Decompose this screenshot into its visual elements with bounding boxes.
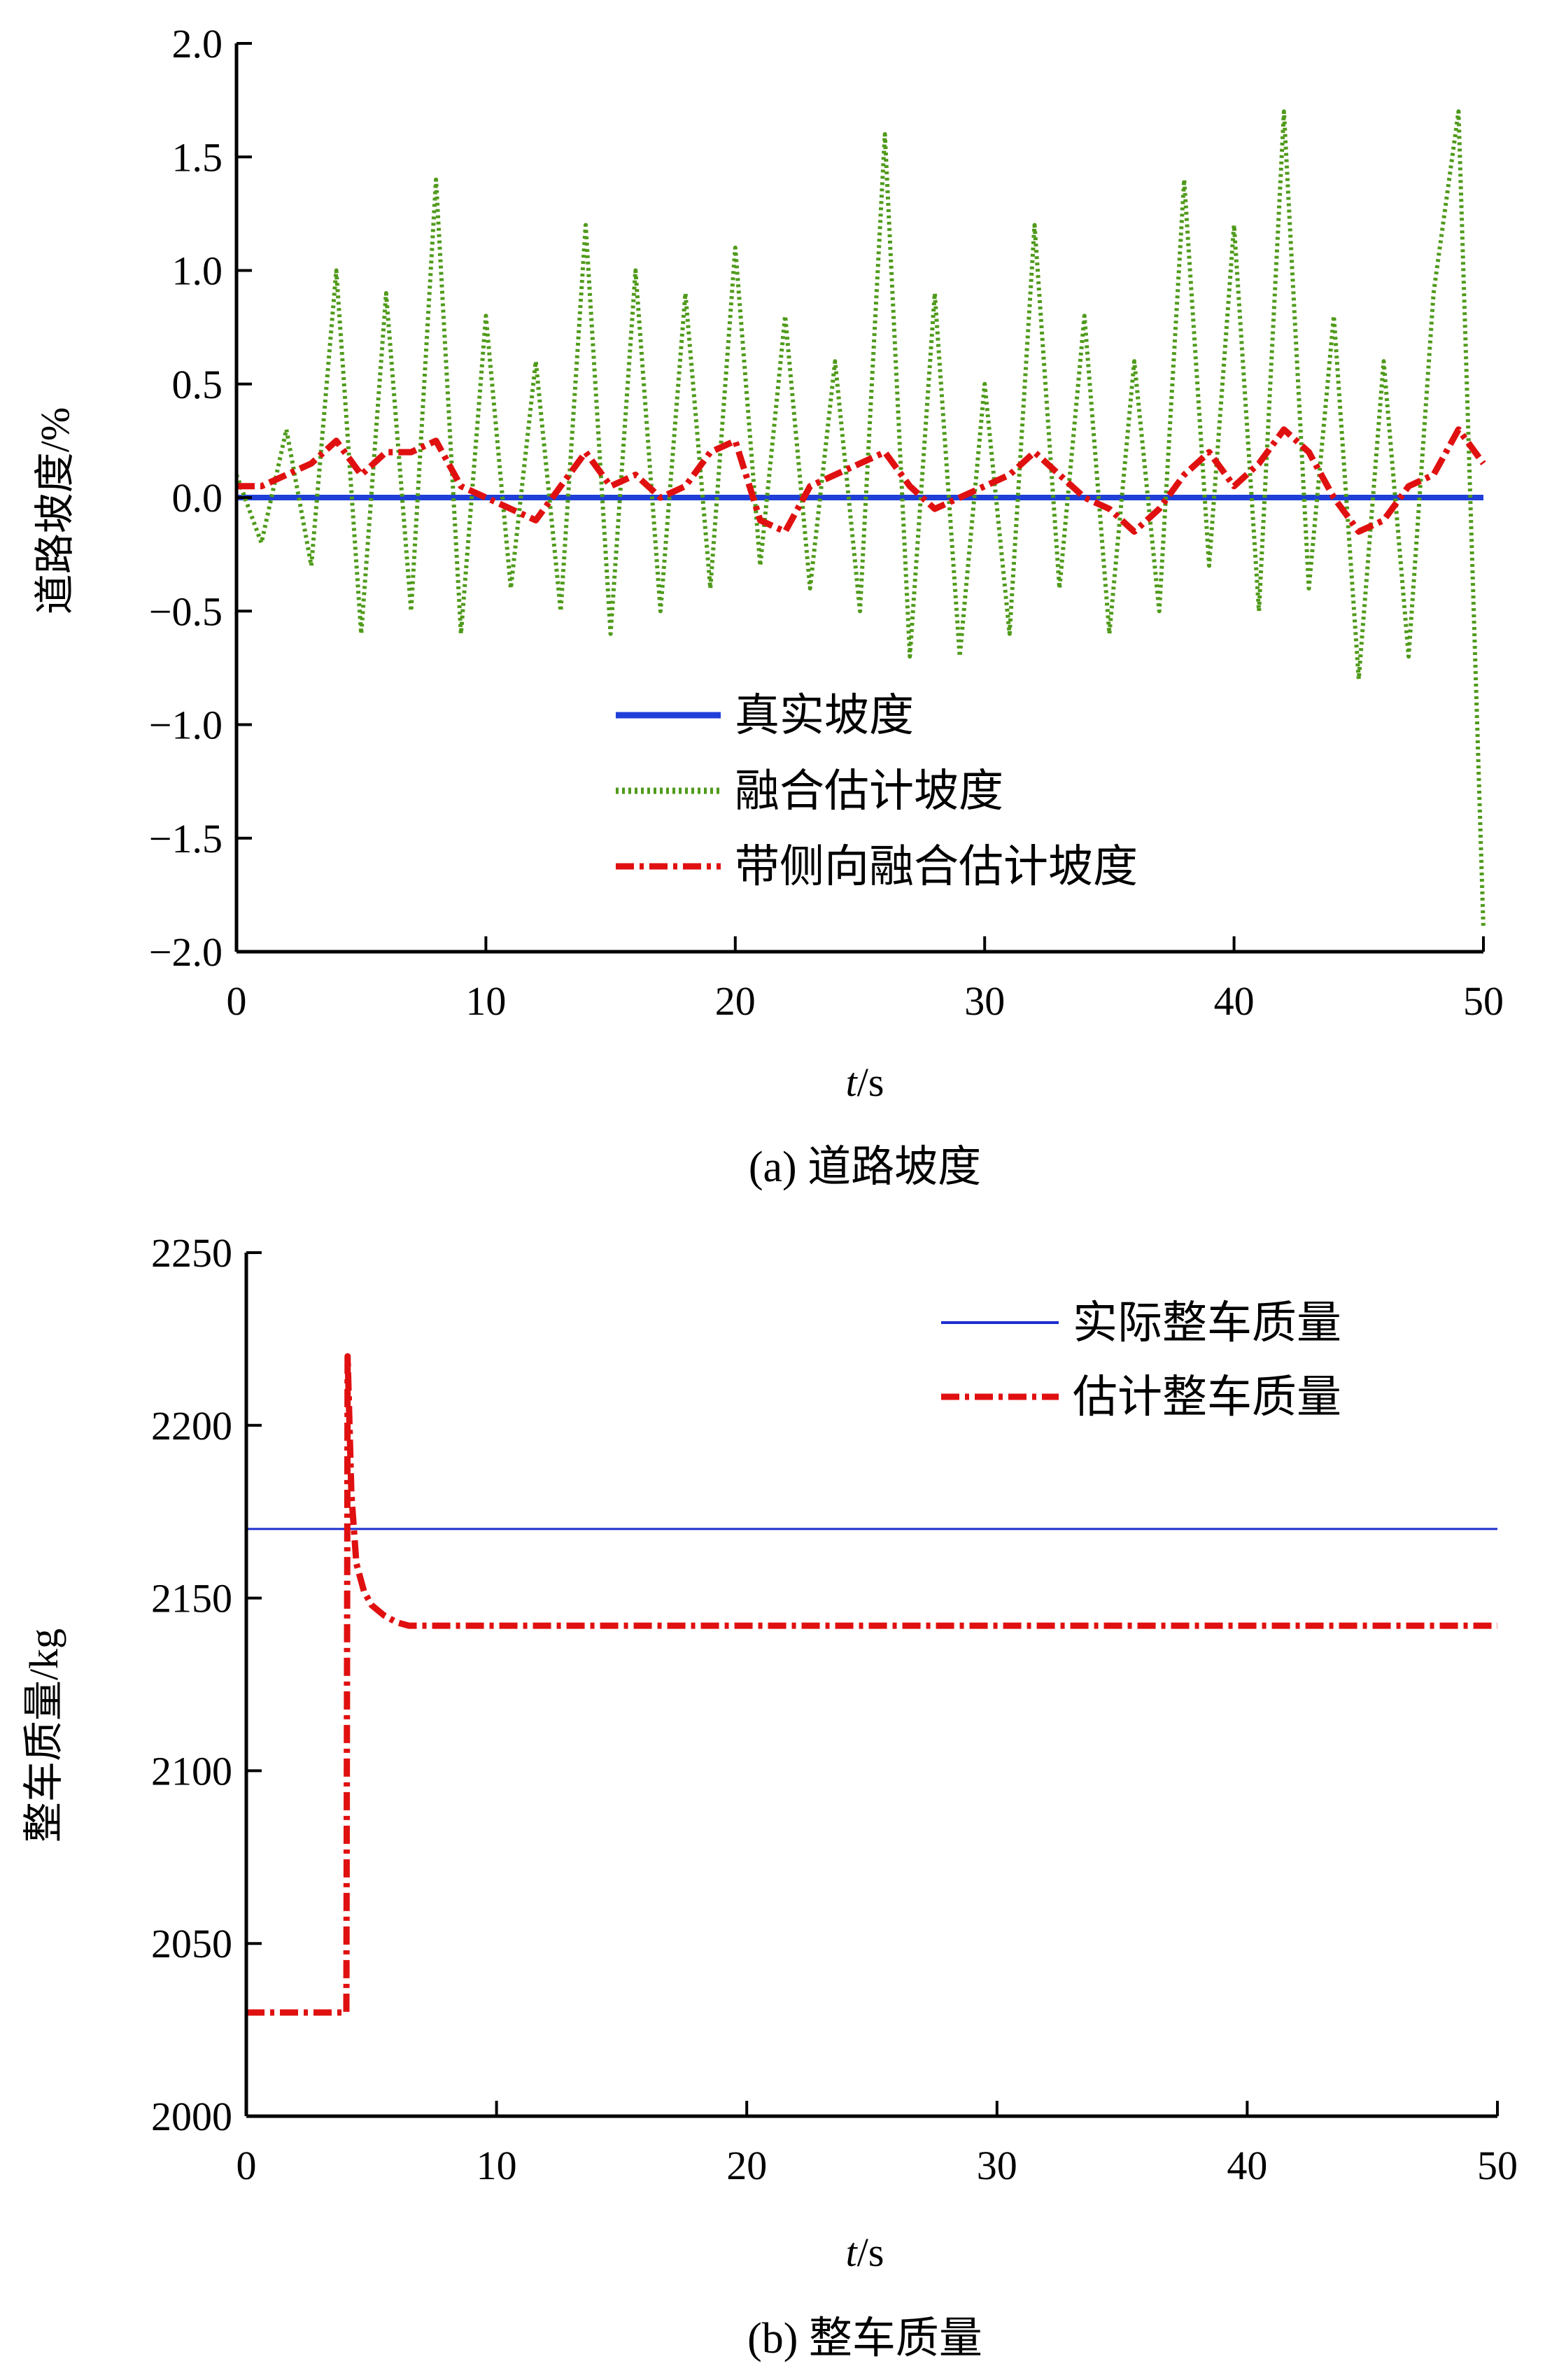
chart-a-caption: (a) 道路坡度 — [749, 1143, 981, 1191]
chart-a-x-tick-labels: 0 10 20 30 40 50 — [227, 978, 1504, 1024]
chart-a-x-tick-label: 50 — [1463, 978, 1504, 1024]
chart-b-x-tick-label: 50 — [1477, 2143, 1518, 2188]
chart-a-y-tick-label: 1.0 — [172, 248, 223, 294]
chart-b-x-tick-label: 10 — [477, 2143, 517, 2188]
chart-b-x-tick-labels: 0 10 20 30 40 50 — [237, 2143, 1518, 2188]
chart-a-x-axis-label-var: t — [846, 1059, 859, 1105]
chart-a-series-line-3 — [237, 426, 1486, 535]
chart-b-x-tick-label: 20 — [726, 2143, 767, 2188]
chart-a-x-tick-label: 30 — [964, 978, 1005, 1024]
chart-b-series-layer — [246, 1353, 1497, 2016]
chart-a-x-tick-label: 20 — [715, 978, 756, 1024]
chart-a-y-tick-label: −1.5 — [149, 816, 223, 861]
chart-a-legend-label-1: 真实坡度 — [735, 691, 914, 740]
chart-a-y-tick-label: −2.0 — [149, 929, 223, 975]
chart-b-legend-label-2: 估计整车质量 — [1073, 1372, 1341, 1422]
chart-b-y-tick-label: 2200 — [151, 1403, 232, 1449]
chart-a-series-line-2 — [234, 109, 1486, 929]
chart-b-y-tick-label: 2150 — [151, 1576, 232, 1621]
chart-b-y-tick-label: 2250 — [151, 1230, 232, 1276]
chart-b-y-tick-label: 2100 — [151, 1748, 232, 1794]
chart-a-y-tick-label: −0.5 — [149, 589, 223, 634]
chart-a-x-tick-label: 10 — [465, 978, 506, 1024]
chart-b-x-tick-label: 30 — [977, 2143, 1017, 2188]
chart-a-axes — [234, 42, 1485, 954]
chart-a-y-tick-label: −1.0 — [149, 703, 223, 748]
chart-a-legend-label-3: 带侧向融合估计坡度 — [735, 842, 1138, 892]
chart-b-series-line-2 — [246, 1353, 1497, 2016]
chart-b-y-axis-label: 整车质量/kg — [21, 1628, 66, 1843]
chart-b-x-axis-label-var: t — [846, 2230, 859, 2275]
chart-b-legend-label-1: 实际整车质量 — [1073, 1298, 1341, 1348]
chart-b-x-tick-label: 0 — [237, 2143, 257, 2188]
chart-b-y-tick-label: 2050 — [151, 1921, 232, 1966]
chart-a-legend-label-2: 融合估计坡度 — [735, 766, 1003, 816]
chart-a-x-axis-label-unit: /s — [857, 1059, 884, 1105]
chart-b-vehicle-mass: 0 10 20 30 40 50 2250 2200 2150 2100 2050 2000 整车质… — [21, 1230, 1518, 2363]
chart-a-x-axis-label: t/s — [846, 1059, 884, 1105]
chart-b-caption: (b) 整车质量 — [747, 2315, 982, 2363]
chart-a-y-tick-label: 0.0 — [172, 475, 223, 521]
chart-b-axes — [244, 1251, 1499, 2118]
chart-b-x-tick-label: 40 — [1227, 2143, 1267, 2188]
chart-b-y-tick-labels: 2250 2200 2150 2100 2050 2000 — [151, 1230, 232, 2139]
chart-b-x-axis-label: t/s — [846, 2230, 884, 2275]
chart-b-y-tick-label: 2000 — [151, 2094, 232, 2139]
chart-a-y-tick-labels: 2.0 1.5 1.0 0.5 0.0 −0.5 −1.0 −1.5 −2.0 — [149, 21, 223, 975]
chart-a-x-tick-label: 40 — [1214, 978, 1255, 1024]
chart-a-y-tick-label: 1.5 — [172, 134, 223, 180]
chart-a-y-tick-label: 0.5 — [172, 362, 223, 407]
chart-a-series-layer — [234, 109, 1486, 929]
chart-a-y-tick-label: 2.0 — [172, 21, 223, 66]
chart-a-x-tick-label: 0 — [227, 978, 247, 1024]
chart-a-road-grade: 0 10 20 30 40 50 2.0 1.5 1.0 0.5 0.0 −0.5 −1.0 −1.5 −… — [32, 21, 1504, 1191]
chart-a-y-axis-label: 道路坡度/% — [32, 407, 78, 614]
chart-b-x-axis-label-unit: /s — [857, 2230, 884, 2275]
